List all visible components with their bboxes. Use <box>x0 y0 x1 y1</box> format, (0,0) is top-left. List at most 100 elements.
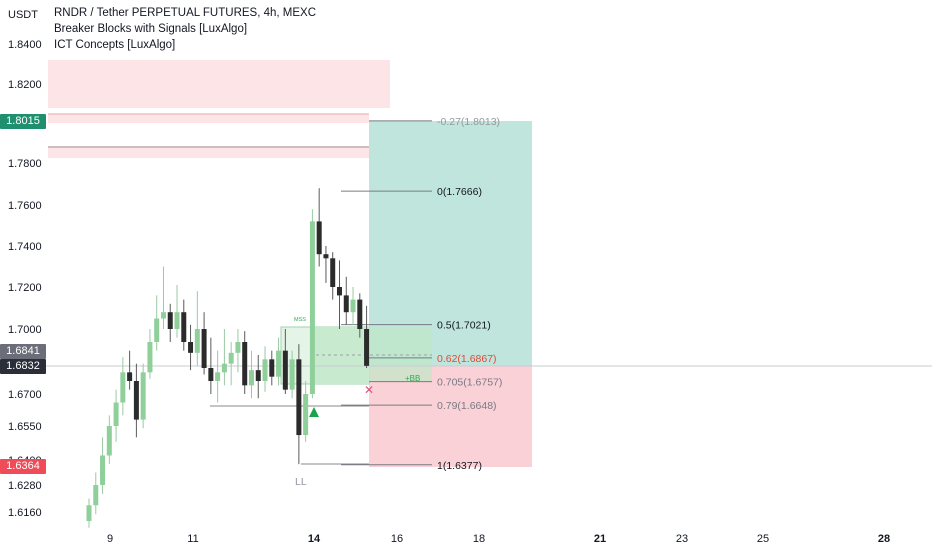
date-tick: 14 <box>308 533 321 545</box>
breaker-zone <box>48 114 369 123</box>
price-tick: 1.7400 <box>8 241 42 253</box>
candle <box>188 324 194 371</box>
candle <box>330 252 336 300</box>
candle-body <box>113 402 119 426</box>
candle-body <box>364 329 370 366</box>
price-tick: 1.6280 <box>8 480 42 492</box>
fib-label: 1(1.6377) <box>437 460 482 472</box>
candle <box>228 342 234 386</box>
candle-body <box>208 368 214 381</box>
candle <box>113 389 119 442</box>
fib-label: 0.62(1.6867) <box>437 353 497 365</box>
candle <box>235 329 241 373</box>
candle <box>357 293 363 338</box>
candle-body <box>289 359 295 390</box>
date-tick: 25 <box>757 533 769 545</box>
price-tag-previous: 1.6841 <box>0 344 46 359</box>
candle-body <box>100 455 106 485</box>
target-zone <box>369 121 532 366</box>
symbol-title[interactable]: RNDR / Tether PERPETUAL FUTURES, 4h, MEX… <box>54 7 317 19</box>
candle-body <box>167 312 173 329</box>
candle <box>120 357 126 416</box>
price-tick: 1.8200 <box>8 79 42 91</box>
fib-label: 0.705(1.6757) <box>437 377 502 389</box>
candle-body <box>303 394 309 436</box>
candle <box>289 350 295 399</box>
candle <box>140 363 146 429</box>
ll-label: LL <box>295 476 307 488</box>
candle-body <box>357 299 363 329</box>
price-tick: 1.7600 <box>8 200 42 212</box>
candle <box>303 381 309 442</box>
candle <box>364 305 370 368</box>
date-tick: 11 <box>187 533 198 545</box>
candle <box>133 363 139 438</box>
date-tick: 28 <box>878 533 890 545</box>
candle <box>262 346 268 392</box>
candle-body <box>316 221 322 255</box>
candle <box>255 355 261 399</box>
candle <box>296 344 302 465</box>
price-tag-stop-label: 1.6364 <box>6 460 40 472</box>
cross-signal-icon: ✕ <box>364 383 374 397</box>
candle <box>336 260 342 329</box>
candle-body <box>221 363 227 373</box>
candle <box>160 266 166 329</box>
price-tick: 1.6700 <box>8 389 42 401</box>
date-tick: 18 <box>473 533 485 545</box>
candle <box>201 312 207 375</box>
candle-body <box>174 312 180 329</box>
price-tick: 1.6160 <box>8 507 42 519</box>
candle-body <box>255 370 261 381</box>
price-tag-last: 1.6832 <box>0 359 46 374</box>
candle <box>221 329 227 386</box>
candle <box>181 299 187 351</box>
candle <box>106 415 112 465</box>
candle-body <box>336 287 342 296</box>
candle-body <box>350 299 356 313</box>
candle-body <box>309 221 315 394</box>
candle-body <box>194 329 200 353</box>
candle <box>208 337 214 394</box>
price-tick: 1.7800 <box>8 158 42 170</box>
candle <box>127 350 133 390</box>
date-tick: 9 <box>107 533 113 545</box>
lines-layer <box>0 120 932 466</box>
date-tick: 23 <box>676 533 688 545</box>
candle-body <box>160 312 166 319</box>
price-tag-previous-label: 1.6841 <box>6 345 40 357</box>
price-tag-stop: 1.6364 <box>0 459 46 474</box>
indicator-breaker-blocks[interactable]: Breaker Blocks with Signals [LuxAlgo] <box>54 23 248 35</box>
candle-body <box>133 381 139 420</box>
candle-body <box>154 318 160 342</box>
candle <box>282 329 288 394</box>
breaker-zone <box>48 60 390 108</box>
candle-body <box>296 359 302 436</box>
candle <box>100 437 106 494</box>
candle-body <box>228 352 234 364</box>
candle <box>194 291 200 366</box>
indicator-ict-concepts[interactable]: ICT Concepts [LuxAlgo] <box>54 39 176 51</box>
candle-body <box>127 372 133 381</box>
price-tick: 1.6550 <box>8 421 42 433</box>
candle-body <box>282 350 288 390</box>
candle-body <box>323 254 329 259</box>
candle <box>316 188 322 267</box>
bb-label: +BB <box>405 374 420 383</box>
candle <box>276 337 282 386</box>
candle <box>269 350 275 386</box>
candle-body <box>201 329 207 368</box>
candle <box>215 350 221 403</box>
candle-body <box>248 370 254 386</box>
fib-label: 0.79(1.6648) <box>437 400 497 412</box>
candle <box>323 246 329 283</box>
price-tick: 1.7000 <box>8 324 42 336</box>
breaker-zone <box>48 146 369 158</box>
mss-label: MSS <box>294 317 306 323</box>
candle-body <box>343 295 349 313</box>
chart-legend: RNDR / Tether PERPETUAL FUTURES, 4h, MEX… <box>54 5 316 53</box>
candle <box>147 329 153 379</box>
buy-signal-triangle <box>309 407 319 417</box>
